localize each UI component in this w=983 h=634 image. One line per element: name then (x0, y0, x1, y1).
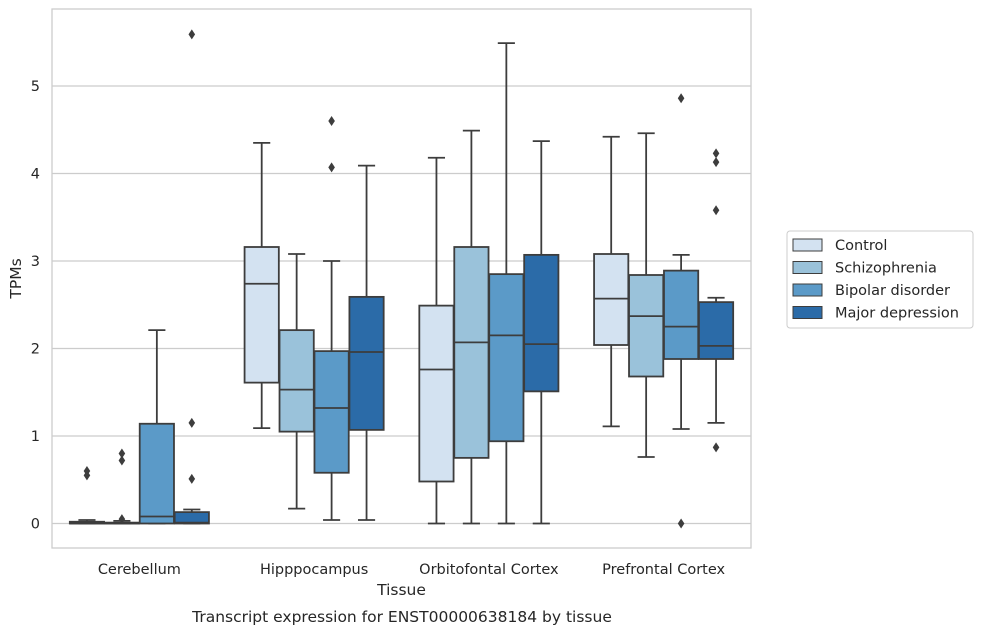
box-schizophrenia (278, 253, 315, 510)
box-control (243, 141, 280, 430)
box-iqr (523, 253, 560, 393)
legend-label: Schizophrenia (835, 261, 937, 277)
y-tick-label: 0 (31, 517, 40, 533)
box-iqr (278, 329, 315, 433)
box-iqr (698, 301, 735, 360)
outlier-point (712, 205, 720, 216)
x-tick-label: Orbitofontal Cortex (419, 562, 559, 578)
box-iqr (348, 295, 385, 431)
outlier-point (712, 148, 720, 159)
plot-frame (51, 8, 752, 549)
legend-label: Control (835, 238, 887, 254)
box-iqr (453, 246, 490, 459)
y-tick-label: 4 (31, 167, 40, 183)
y-tick-label: 5 (31, 79, 40, 95)
box-major-depression (348, 164, 385, 521)
outlier-point (328, 116, 335, 126)
chart-caption: Transcript expression for ENST0000063818… (191, 608, 612, 626)
box-bipolar-disorder (488, 42, 525, 525)
outlier-point (188, 29, 196, 40)
box-iqr (313, 350, 350, 474)
outlier-point (712, 442, 720, 453)
legend-label: Bipolar disorder (835, 283, 950, 299)
box-schizophrenia (103, 448, 140, 525)
x-tick-label: Prefrontal Cortex (602, 562, 725, 578)
x-axis-label: Tissue (376, 581, 426, 599)
box-schizophrenia (453, 129, 490, 525)
box-control (418, 156, 455, 525)
box-bipolar-disorder (138, 329, 175, 525)
box-iqr (243, 246, 280, 384)
box-bipolar-disorder (663, 93, 700, 529)
outlier-point (83, 466, 91, 476)
outlier-point (118, 448, 126, 459)
outlier-point (118, 455, 126, 466)
outlier-point (188, 473, 196, 484)
y-axis-label: TPMs (7, 258, 25, 299)
legend-frame (786, 230, 974, 329)
box-iqr (418, 304, 455, 483)
box-iqr (663, 269, 700, 360)
legend-swatch (792, 261, 823, 274)
box-bipolar-disorder (313, 116, 350, 521)
y-tick-label: 2 (31, 342, 40, 358)
x-axis-ticks: Cerebellum Hipppocampus Orbitofontal Corte… (98, 562, 726, 578)
box-major-depression (698, 148, 735, 453)
y-tick-label: 1 (31, 429, 40, 445)
y-axis-ticks: 0 1 2 3 4 5 (31, 79, 40, 533)
outlier-point (677, 93, 685, 104)
box-iqr (138, 422, 175, 525)
legend-swatch (792, 238, 823, 252)
outlier-point (328, 162, 335, 173)
x-tick-label: Hipppocampus (260, 562, 368, 578)
box-control (68, 466, 105, 525)
box-iqr (628, 274, 665, 378)
box-major-depression (523, 140, 560, 525)
legend-swatch (792, 283, 823, 297)
y-tick-label: 3 (31, 254, 40, 270)
box-schizophrenia (628, 132, 665, 458)
box-iqr (488, 273, 525, 443)
legend-swatch (792, 306, 823, 319)
legend-label: Major depression (835, 306, 959, 322)
outlier-point (677, 518, 685, 529)
box-major-depression (173, 29, 210, 525)
outlier-point (712, 157, 720, 168)
outlier-point (118, 514, 126, 525)
boxes (68, 29, 735, 529)
x-tick-label: Cerebellum (98, 562, 181, 578)
box-control (593, 135, 630, 428)
legend: Control Schizophrenia Bipolar disorder Majo… (786, 230, 974, 329)
outlier-point (188, 417, 196, 428)
